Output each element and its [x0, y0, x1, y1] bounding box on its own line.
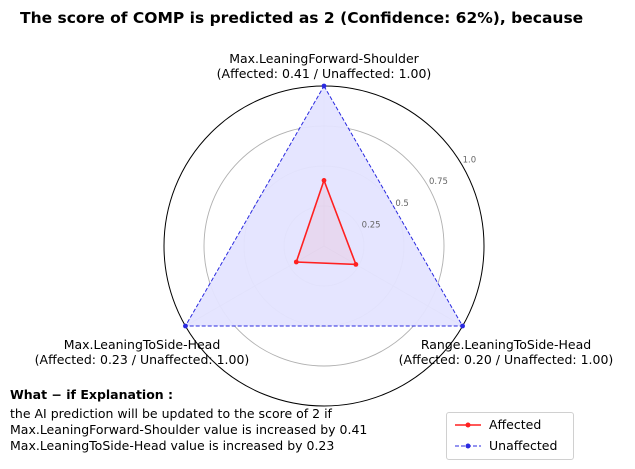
data-point-affected [321, 178, 327, 183]
radial-tick-label: 0.25 [362, 220, 381, 230]
series-line-unaffected [184, 84, 464, 327]
data-point-unaffected [321, 83, 327, 89]
explanation-line: the AI prediction will be updated to the… [10, 406, 332, 421]
series-line-affected [295, 178, 358, 266]
data-point-unaffected [183, 323, 188, 329]
data-point-affected [293, 259, 299, 265]
radial-tick-label: 1.0 [463, 156, 477, 166]
legend-label: Unaffected [489, 438, 558, 453]
axis-label-range-leaning-to-side-head: Range.LeaningToSide-Head (Affected: 0.20… [399, 337, 614, 367]
data-point-unaffected [460, 323, 465, 329]
axis-caption: (Affected: 0.23 / Unaffected: 1.00) [34, 352, 250, 367]
legend-swatch-affected [455, 422, 481, 428]
axis-label-max-leaning-to-side-head: Max.LeaningToSide-Head (Affected: 0.23 /… [35, 337, 250, 367]
legend-swatch-unaffected [455, 443, 481, 449]
axis-caption: (Affected: 0.41 / Unaffected: 1.00) [216, 66, 432, 81]
explanation-line: Max.LeaningForward-Shoulder value is inc… [10, 422, 368, 437]
legend-label: Affected [489, 417, 542, 432]
axis-caption: (Affected: 0.20 / Unaffected: 1.00) [398, 352, 614, 367]
explanation-title: What − if Explanation : [10, 387, 174, 402]
axis-name: Max.LeaningToSide-Head [63, 337, 221, 352]
radial-tick-label: 0.75 [429, 177, 448, 187]
radar-series [183, 83, 465, 329]
radial-tick-label: 0.5 [395, 199, 409, 209]
series-fill-unaffected [185, 86, 463, 326]
chart-legend: Affected Unaffected [446, 412, 574, 460]
axis-name: Max.LeaningForward-Shoulder [229, 51, 419, 66]
radial-tick-labels: 0.25 0.5 0.75 1.0 [362, 156, 477, 231]
axis-name: Range.LeaningToSide-Head [420, 337, 592, 352]
chart-title: The score of COMP is predicted as 2 (Con… [20, 9, 584, 27]
axis-label-max-leaning-forward-shoulder: Max.LeaningForward-Shoulder (Affected: 0… [217, 51, 432, 81]
explanation-line: Max.LeaningToSide-Head value is increase… [10, 438, 335, 453]
data-point-affected [353, 262, 359, 267]
